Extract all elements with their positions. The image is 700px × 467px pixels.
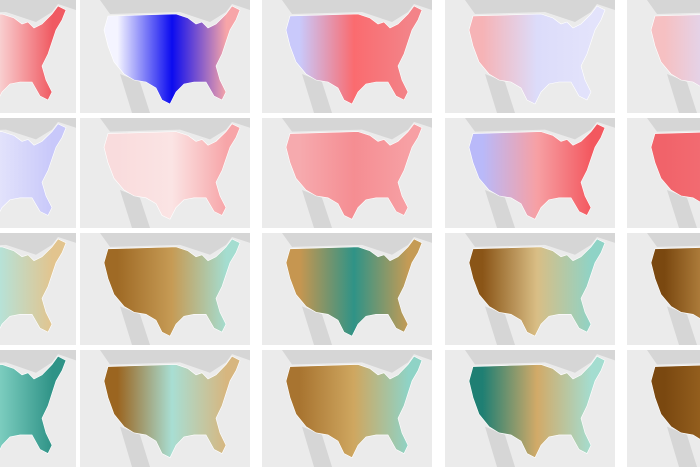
us-map [0, 233, 76, 333]
map-tile [627, 350, 700, 467]
neighbor-land [0, 233, 76, 255]
us-map [80, 0, 250, 113]
map-tile [445, 233, 615, 345]
us-map [80, 118, 250, 228]
neighbor-land [0, 0, 76, 22]
us-region-fill [0, 123, 67, 216]
map-tile [262, 118, 432, 228]
neighbor-land [627, 0, 700, 113]
us-region-fill [285, 355, 423, 459]
map-tile [262, 0, 432, 113]
map-tile [262, 350, 432, 467]
us-map [262, 233, 432, 345]
neighbor-land [0, 350, 76, 373]
us-map [627, 0, 700, 113]
map-tile [445, 350, 615, 467]
us-map [0, 0, 76, 101]
us-region-fill [650, 14, 700, 87]
map-tile [0, 0, 76, 113]
us-map [0, 350, 76, 454]
map-tile [445, 0, 615, 113]
us-map [80, 350, 250, 467]
us-region-fill [650, 364, 700, 440]
us-region-fill [468, 5, 606, 105]
neighbor-land [627, 350, 700, 467]
us-region-fill [103, 123, 241, 220]
us-region-fill [0, 355, 67, 454]
us-map [445, 350, 615, 467]
us-map [262, 350, 432, 467]
map-tile [80, 350, 250, 467]
us-map [0, 118, 76, 216]
us-region-fill [0, 238, 67, 333]
map-tile [627, 118, 700, 228]
us-map [627, 350, 700, 467]
us-map [627, 118, 700, 228]
map-tile [0, 233, 76, 345]
us-region-fill [285, 5, 423, 105]
map-tile [627, 233, 700, 345]
us-map [262, 0, 432, 113]
us-region-fill [468, 238, 606, 337]
us-region-fill [468, 123, 606, 220]
map-tile [262, 233, 432, 345]
map-tile [0, 350, 76, 467]
us-map [445, 233, 615, 345]
us-map [80, 233, 250, 345]
us-region-fill [650, 247, 700, 319]
us-region-fill [468, 355, 606, 459]
us-region-fill [103, 238, 241, 337]
us-map [627, 233, 700, 345]
us-region-fill [285, 123, 423, 220]
neighbor-land [627, 233, 700, 345]
map-tile [80, 0, 250, 113]
map-tile [80, 118, 250, 228]
us-region-fill [103, 355, 241, 459]
map-tile [445, 118, 615, 228]
neighbor-land [627, 118, 700, 228]
us-map [262, 118, 432, 228]
us-region-fill [103, 5, 241, 105]
us-region-fill [285, 238, 423, 337]
neighbor-land [0, 118, 76, 140]
map-tile [627, 0, 700, 113]
us-map [445, 0, 615, 113]
us-region-fill [0, 5, 67, 101]
us-map [445, 118, 615, 228]
us-region-fill [650, 131, 700, 203]
map-tile [0, 118, 76, 228]
map-tile [80, 233, 250, 345]
